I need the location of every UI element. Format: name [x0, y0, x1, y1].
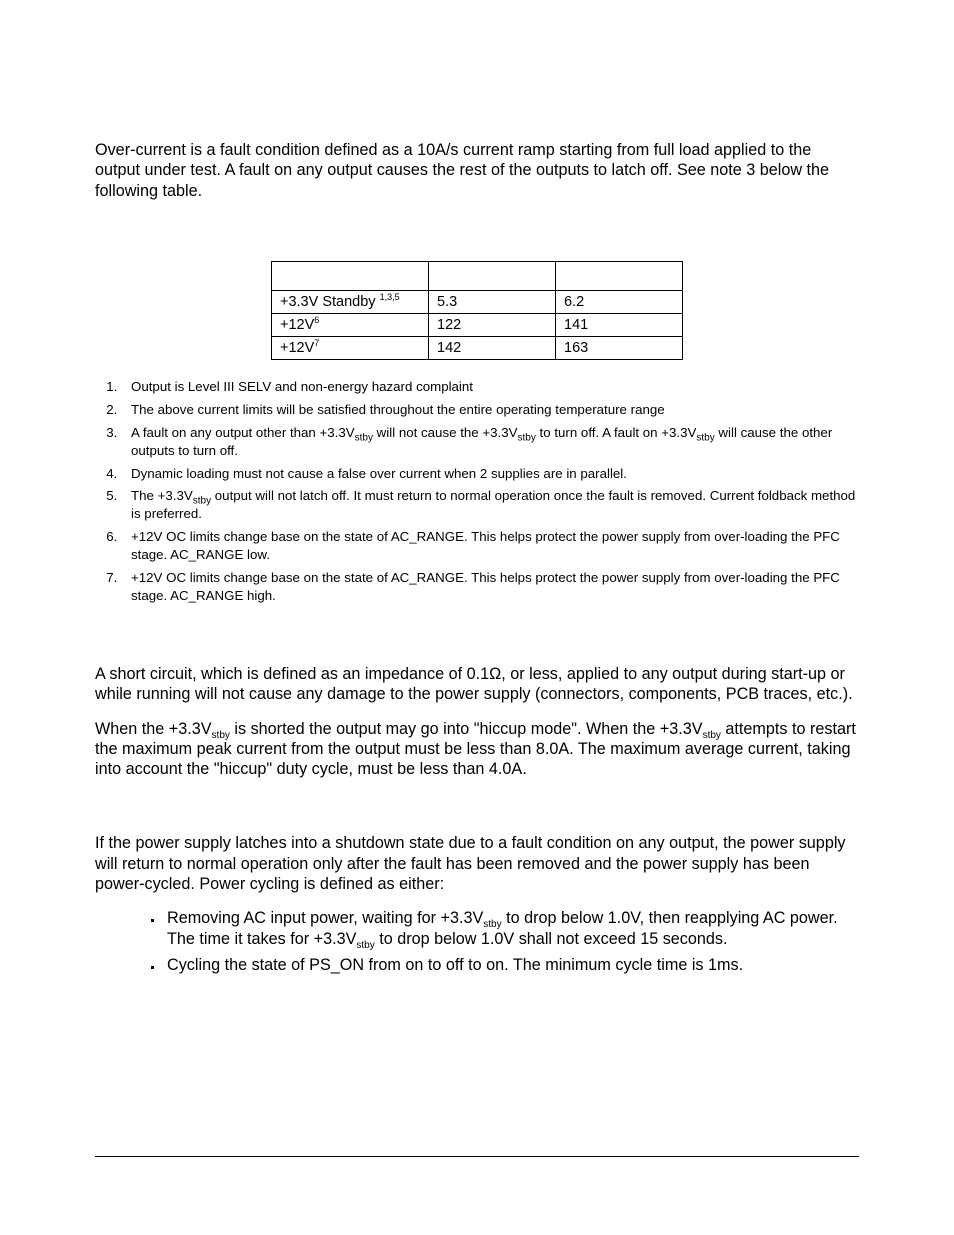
document-page: Over-current is a fault condition define…: [0, 0, 954, 1235]
footnote-item: The above current limits will be satisfi…: [121, 401, 859, 419]
footnote-item: Output is Level III SELV and non-energy …: [121, 378, 859, 396]
footnote-item: +12V OC limits change base on the state …: [121, 569, 859, 605]
short-circuit-paragraph-2: When the +3.3Vstby is shorted the output…: [95, 719, 859, 780]
power-cycle-list: Removing AC input power, waiting for +3.…: [95, 908, 859, 976]
short-circuit-paragraph-1: A short circuit, which is defined as an …: [95, 664, 859, 705]
table-row: +12V7 142 163: [272, 336, 683, 359]
latch-paragraph: If the power supply latches into a shutd…: [95, 833, 859, 894]
footnote-item: The +3.3Vstby output will not latch off.…: [121, 487, 859, 523]
over-current-table: +3.3V Standby 1,3,5 5.3 6.2 +12V6 122 14…: [271, 261, 683, 360]
table-footnotes: Output is Level III SELV and non-energy …: [95, 378, 859, 605]
list-item: Cycling the state of PS_ON from on to of…: [163, 955, 859, 976]
table-row: +12V6 122 141: [272, 313, 683, 336]
table-row: +3.3V Standby 1,3,5 5.3 6.2: [272, 290, 683, 313]
footnote-item: +12V OC limits change base on the state …: [121, 528, 859, 564]
list-item: Removing AC input power, waiting for +3.…: [163, 908, 859, 950]
intro-paragraph: Over-current is a fault condition define…: [95, 140, 859, 201]
table-header-row: [272, 261, 683, 290]
footnote-item: Dynamic loading must not cause a false o…: [121, 465, 859, 483]
footnote-item: A fault on any output other than +3.3Vst…: [121, 424, 859, 460]
footer-rule: [95, 1156, 859, 1157]
